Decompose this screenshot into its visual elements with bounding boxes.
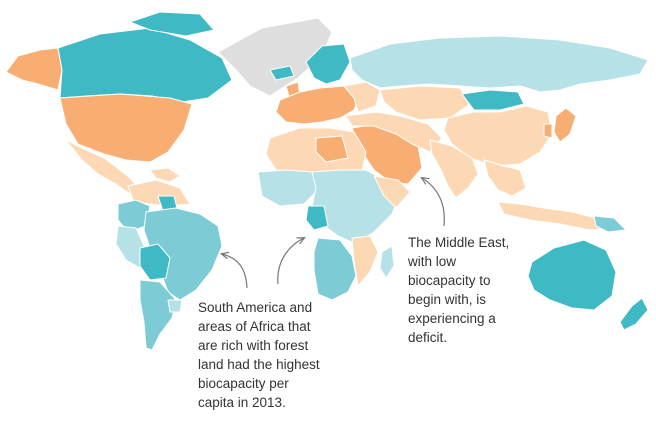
region-iceland [269, 65, 295, 81]
region-southern-africa [313, 237, 357, 301]
region-southeast-asia [483, 159, 527, 197]
region-bolivia [139, 243, 171, 281]
region-caribbean [149, 167, 181, 183]
region-iran-turkey [345, 111, 443, 153]
region-mongolia [461, 89, 525, 111]
region-canada [57, 27, 233, 103]
region-new-zealand [619, 297, 649, 331]
region-china [443, 105, 553, 167]
annotation-middle-east: The Middle East, with low biocapacity to… [408, 235, 510, 345]
region-india [429, 139, 479, 199]
region-russia [349, 35, 649, 93]
region-uruguay [167, 299, 183, 313]
region-scandinavia [305, 43, 351, 85]
region-libya [315, 135, 349, 163]
arrow-africa [277, 238, 304, 285]
region-europe [275, 85, 361, 125]
region-madagascar [379, 245, 395, 279]
region-southern-cone [139, 279, 177, 351]
arrow-middle-east [422, 178, 445, 227]
region-japan [553, 107, 577, 143]
region-united-states [59, 93, 193, 163]
region-arctic-islands [129, 11, 215, 37]
region-indonesia [497, 201, 611, 231]
region-horn-of-africa [373, 175, 411, 209]
arrow-south-america [222, 254, 248, 289]
region-peru [115, 225, 145, 269]
region-alaska [5, 47, 63, 91]
annotation-south-america-africa: South America and areas of Africa that a… [198, 300, 320, 410]
region-korea [543, 123, 553, 139]
region-australia [527, 239, 617, 311]
region-west-africa [257, 169, 319, 207]
region-congo [305, 205, 329, 231]
region-papua-new-guinea [593, 215, 627, 233]
region-southeast-africa [351, 235, 379, 287]
